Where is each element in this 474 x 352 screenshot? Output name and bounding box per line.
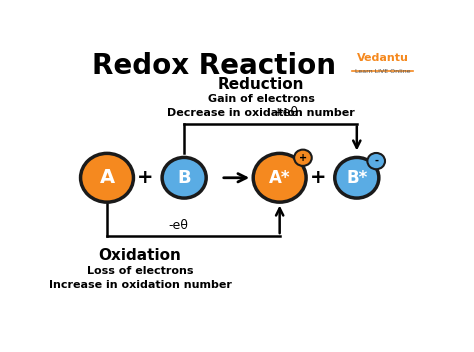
Text: B*: B* (346, 169, 367, 187)
Text: +: + (299, 153, 307, 163)
Text: A*: A* (269, 169, 291, 187)
Ellipse shape (253, 153, 306, 202)
Text: Vedantu: Vedantu (356, 53, 409, 63)
Text: Loss of electrons
Increase in oxidation number: Loss of electrons Increase in oxidation … (49, 266, 231, 290)
Ellipse shape (335, 157, 379, 198)
Text: B: B (177, 169, 191, 187)
Text: Redox Reaction: Redox Reaction (91, 52, 336, 80)
Ellipse shape (367, 153, 385, 169)
Text: Learn LIVE Online: Learn LIVE Online (355, 69, 410, 74)
Text: Reduction: Reduction (218, 77, 304, 93)
Text: -eθ: -eθ (169, 219, 189, 232)
Ellipse shape (162, 157, 206, 198)
Ellipse shape (81, 153, 134, 202)
Text: A: A (100, 168, 115, 187)
Ellipse shape (294, 150, 312, 166)
Text: +eθ: +eθ (272, 107, 298, 119)
Text: Oxidation: Oxidation (99, 248, 182, 263)
Text: Gain of electrons
Decrease in oxidation number: Gain of electrons Decrease in oxidation … (167, 94, 355, 118)
Text: +: + (310, 168, 327, 187)
Text: -: - (374, 156, 378, 166)
Text: +: + (137, 168, 154, 187)
